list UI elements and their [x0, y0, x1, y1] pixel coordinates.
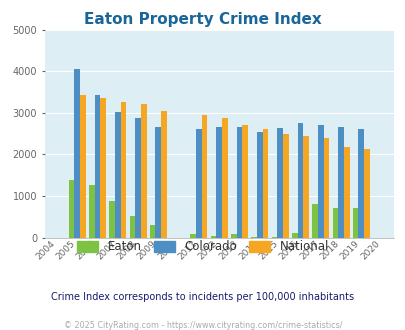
Bar	[363, 149, 369, 238]
Bar	[129, 215, 135, 238]
Bar	[358, 129, 363, 238]
Bar	[256, 132, 262, 238]
Bar	[242, 125, 247, 238]
Bar	[100, 98, 106, 238]
Bar	[141, 104, 146, 238]
Bar	[323, 138, 328, 238]
Bar	[94, 95, 100, 238]
Bar	[311, 204, 317, 238]
Bar	[149, 225, 155, 238]
Bar	[332, 208, 337, 238]
Bar	[317, 125, 323, 238]
Bar	[120, 102, 126, 238]
Bar	[109, 201, 115, 238]
Bar	[222, 118, 227, 238]
Bar	[210, 236, 216, 238]
Bar	[161, 111, 166, 238]
Bar	[291, 233, 297, 238]
Text: Crime Index corresponds to incidents per 100,000 inhabitants: Crime Index corresponds to incidents per…	[51, 292, 354, 302]
Bar	[282, 134, 288, 238]
Bar	[135, 118, 141, 238]
Bar	[262, 129, 268, 238]
Bar	[297, 123, 303, 238]
Bar	[68, 180, 74, 238]
Bar	[201, 115, 207, 238]
Bar	[303, 136, 308, 238]
Bar	[230, 234, 236, 238]
Bar	[251, 237, 256, 238]
Bar	[155, 127, 161, 238]
Bar	[196, 129, 201, 238]
Bar	[236, 127, 242, 238]
Bar	[74, 69, 80, 238]
Bar	[271, 237, 277, 238]
Text: Eaton Property Crime Index: Eaton Property Crime Index	[84, 12, 321, 26]
Bar	[337, 127, 343, 238]
Bar	[89, 185, 94, 238]
Bar	[352, 209, 358, 238]
Text: © 2025 CityRating.com - https://www.cityrating.com/crime-statistics/: © 2025 CityRating.com - https://www.city…	[64, 321, 341, 330]
Bar	[190, 234, 196, 238]
Bar	[80, 95, 85, 238]
Legend: Eaton, Colorado, National: Eaton, Colorado, National	[72, 236, 333, 258]
Bar	[115, 113, 120, 238]
Bar	[277, 128, 282, 238]
Bar	[216, 127, 222, 238]
Bar	[343, 147, 349, 238]
